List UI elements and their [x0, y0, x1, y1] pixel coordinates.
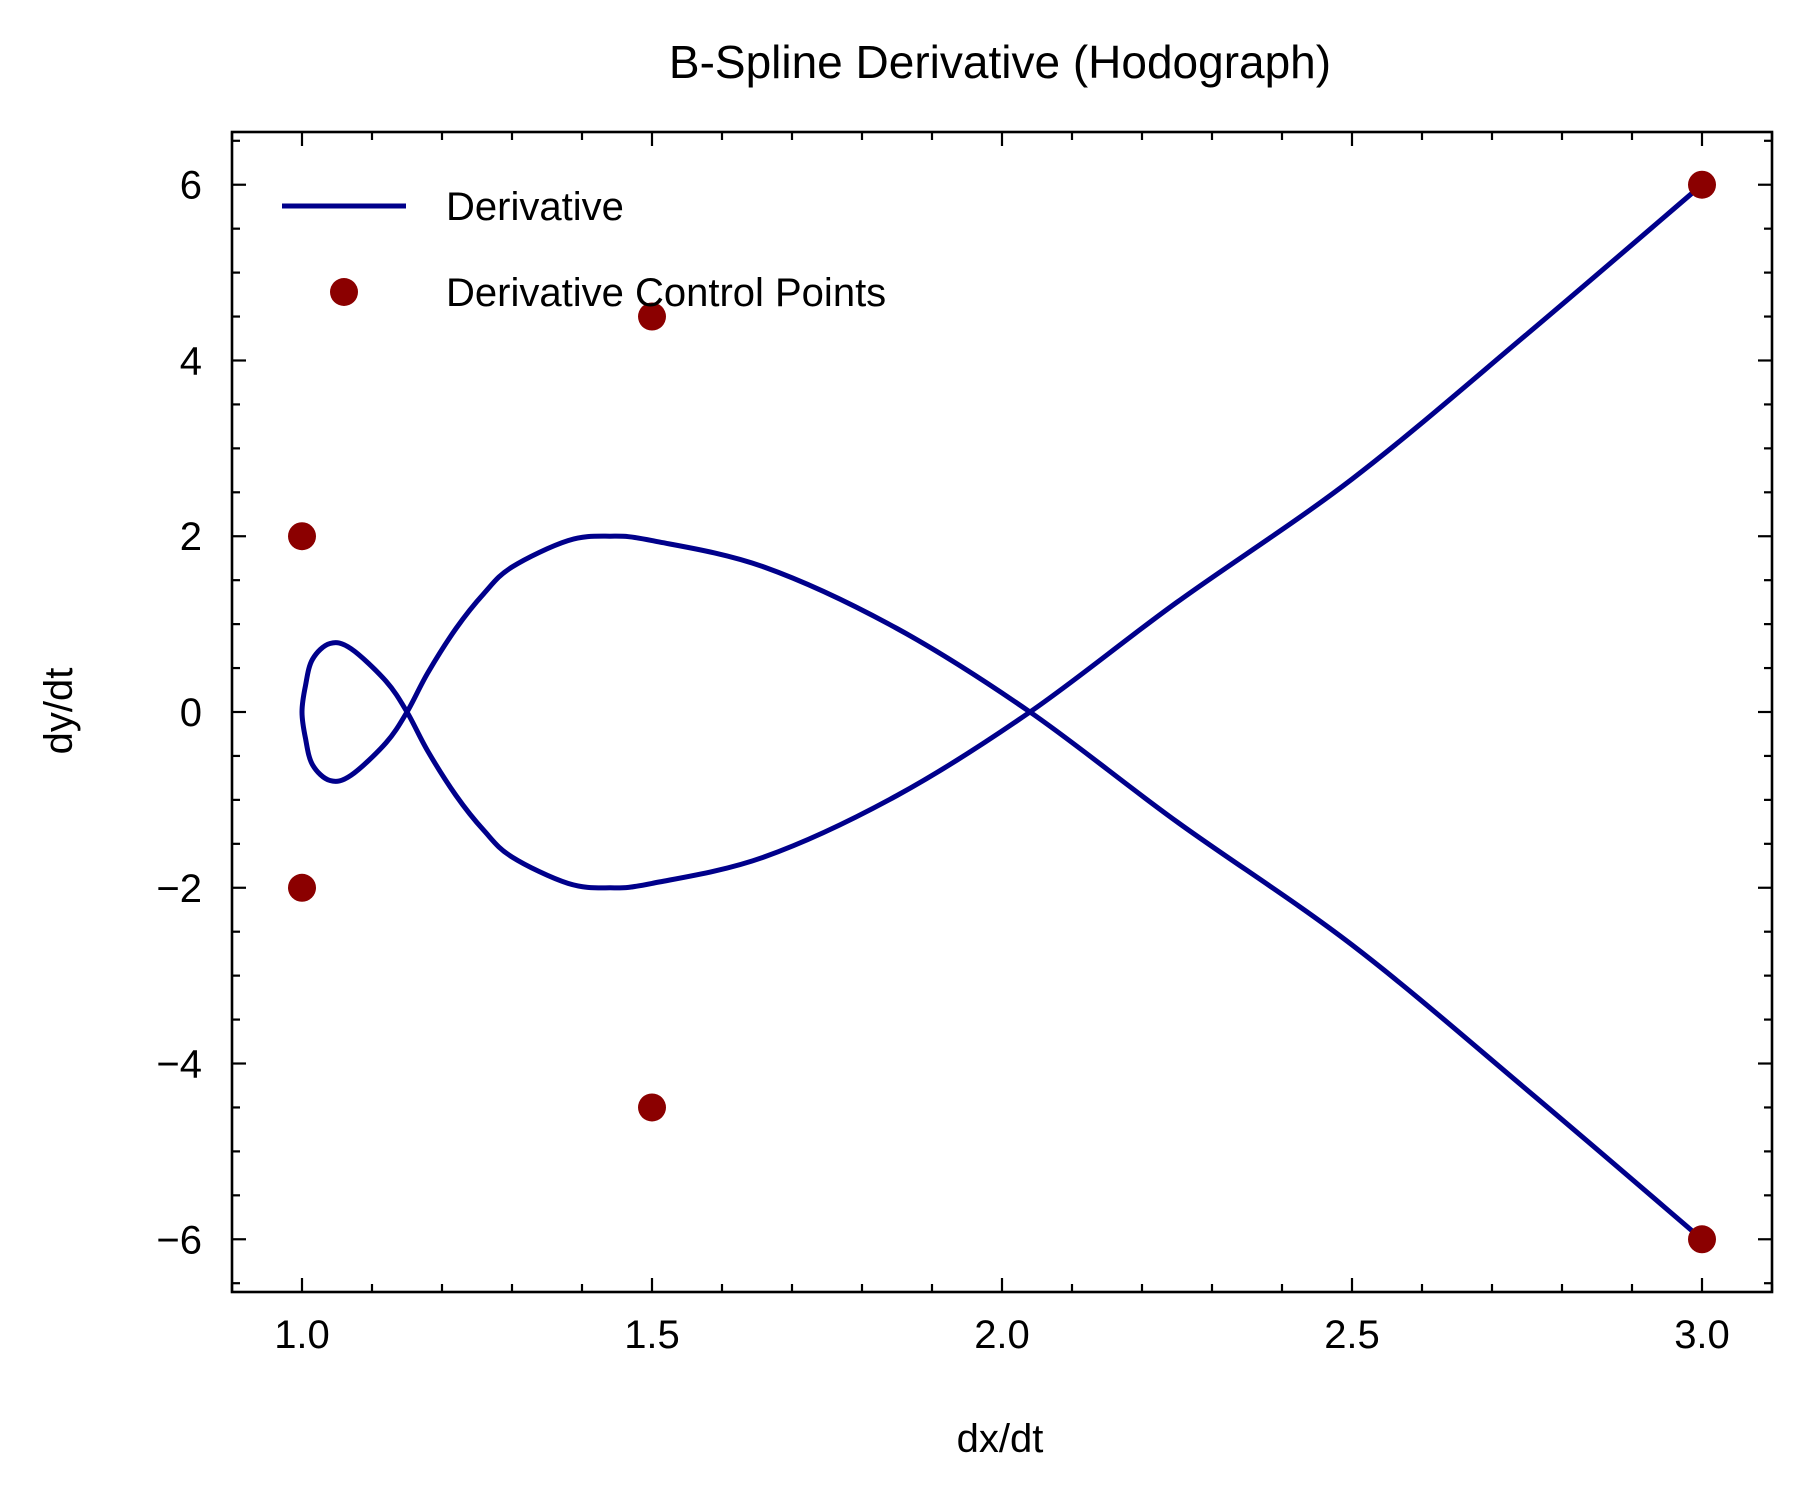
x-axis-label: dx/dt	[957, 1417, 1044, 1461]
legend: Derivative Derivative Control Points	[282, 185, 886, 315]
legend-marker-swatch	[330, 278, 358, 306]
y-axis-label: dy/dt	[37, 668, 81, 755]
x-tick-label: 2.0	[974, 1313, 1030, 1357]
y-tick-label: −6	[156, 1218, 202, 1262]
plot-area	[288, 170, 1716, 1254]
x-tick-label: 1.5	[624, 1313, 680, 1357]
derivative-control-point	[638, 302, 666, 331]
derivative-control-point	[638, 1093, 666, 1122]
x-tick-label: 1.0	[274, 1313, 330, 1357]
y-tick-label: −4	[156, 1043, 202, 1087]
chart-title: B-Spline Derivative (Hodograph)	[669, 36, 1331, 88]
plot-frame	[230, 130, 1774, 1294]
derivative-control-point	[1688, 1225, 1716, 1254]
y-tick-label: 6	[180, 164, 202, 208]
derivative-curve	[299, 182, 1704, 1242]
legend-label-control-points: Derivative Control Points	[446, 271, 886, 315]
x-tick-label: 2.5	[1324, 1313, 1380, 1357]
axis-ticks: 1.0 1.5 2.0 2.5 3.0 −6 −4 −2 0 2 4 6	[156, 132, 1774, 1357]
legend-label-derivative: Derivative	[446, 185, 624, 229]
x-tick-label: 3.0	[1674, 1313, 1730, 1357]
derivative-control-point	[1688, 170, 1716, 199]
y-tick-label: 2	[180, 515, 202, 559]
y-tick-label: 0	[180, 691, 202, 735]
y-tick-label: −2	[156, 867, 202, 911]
derivative-control-point	[288, 873, 316, 902]
derivative-control-point	[288, 522, 316, 551]
y-tick-label: 4	[180, 339, 202, 383]
